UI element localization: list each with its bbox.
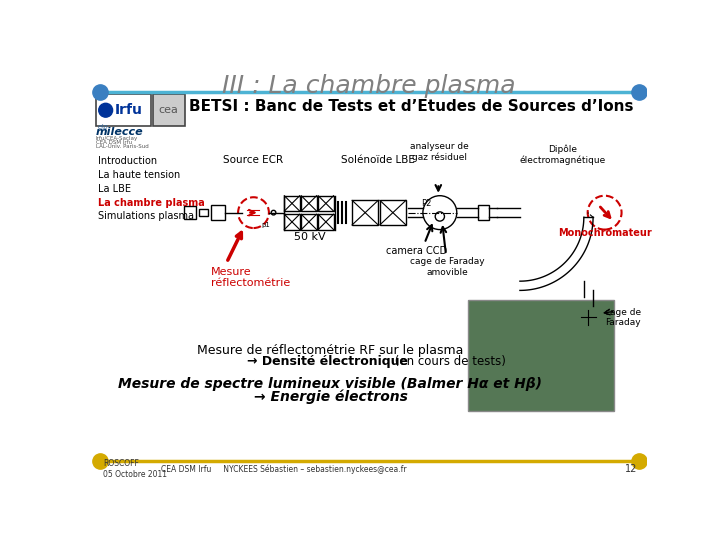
Bar — [96, 94, 151, 126]
Text: Introduction: Introduction — [98, 156, 157, 166]
Text: Dipôle
électromagnétique: Dipôle électromagnétique — [519, 144, 606, 165]
Bar — [467, 300, 614, 411]
Text: Mesure
réflectométrie: Mesure réflectométrie — [211, 267, 290, 288]
Text: → Densité électronique: → Densité électronique — [248, 355, 408, 368]
Bar — [153, 94, 185, 126]
Bar — [318, 195, 333, 211]
Bar — [478, 205, 489, 220]
Bar — [284, 214, 300, 230]
Text: cea: cea — [159, 105, 179, 115]
Text: 12: 12 — [624, 464, 637, 474]
Text: 50 kV: 50 kV — [294, 232, 325, 241]
Bar — [301, 214, 317, 230]
Bar — [211, 205, 225, 220]
Bar — [184, 206, 196, 219]
Bar — [199, 209, 208, 217]
Text: Solénoïde LBE: Solénoïde LBE — [341, 154, 415, 165]
Bar — [318, 214, 333, 230]
Text: cage de
Faraday: cage de Faraday — [606, 308, 642, 327]
Text: cage de Faraday
amovible: cage de Faraday amovible — [410, 257, 485, 276]
Bar — [352, 200, 378, 225]
Text: Simulations plasma: Simulations plasma — [98, 212, 194, 221]
Circle shape — [271, 211, 276, 215]
Bar — [301, 195, 317, 211]
Bar — [379, 200, 406, 225]
Text: camera CCD: camera CCD — [386, 246, 447, 256]
Text: Source ECR: Source ECR — [223, 154, 284, 165]
Circle shape — [99, 103, 112, 117]
Text: La haute tension: La haute tension — [98, 170, 180, 180]
Text: elp: elp — [98, 124, 109, 130]
Text: Irfu: Irfu — [115, 103, 143, 117]
Text: La LBE: La LBE — [98, 184, 131, 194]
Circle shape — [435, 212, 444, 221]
Text: Monochromateur: Monochromateur — [558, 228, 652, 238]
Text: III : La chambre plasma: III : La chambre plasma — [222, 74, 516, 98]
Text: Mesure de spectre lumineux visible (Balmer Hα et Hβ): Mesure de spectre lumineux visible (Balm… — [119, 377, 542, 391]
Text: LAL-Univ. Paris-Sud: LAL-Univ. Paris-Sud — [96, 144, 148, 149]
Text: (en cours de tests): (en cours de tests) — [390, 355, 505, 368]
Text: Mesure de réflectométrie RF sur le plasma: Mesure de réflectométrie RF sur le plasm… — [197, 343, 464, 356]
Text: CEA DSM Irfu: CEA DSM Irfu — [96, 140, 132, 145]
Text: analyseur de
gaz résiduel: analyseur de gaz résiduel — [410, 142, 469, 163]
Text: CEA DSM Irfu     NYCKEES Sébastien – sebastien.nyckees@cea.fr: CEA DSM Irfu NYCKEES Sébastien – sebasti… — [161, 464, 407, 474]
Text: ROSCOFF
05 Octobre 2011: ROSCOFF 05 Octobre 2011 — [104, 460, 167, 479]
Text: La chambre plasma: La chambre plasma — [98, 198, 204, 207]
Text: P2: P2 — [421, 199, 432, 208]
Circle shape — [423, 195, 456, 230]
Circle shape — [575, 303, 603, 331]
Text: BETSI : Banc de Tests et d’Etudes de Sources d’Ions: BETSI : Banc de Tests et d’Etudes de Sou… — [189, 99, 634, 114]
Text: Irfu/CEA-Saclay: Irfu/CEA-Saclay — [96, 136, 138, 141]
Text: milecce: milecce — [96, 127, 143, 137]
Text: → Energie électrons: → Energie électrons — [253, 390, 408, 404]
Bar — [284, 195, 300, 211]
Text: p1: p1 — [261, 221, 270, 227]
